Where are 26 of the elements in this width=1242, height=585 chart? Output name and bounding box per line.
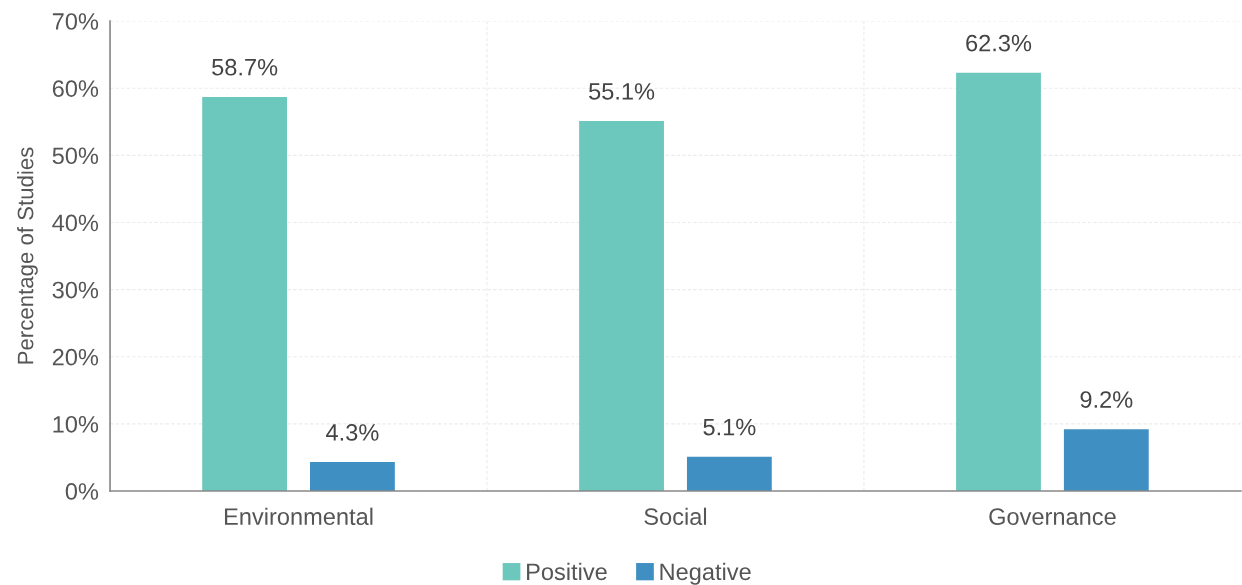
bar: [310, 462, 395, 491]
data-label: 4.3%: [326, 424, 379, 441]
data-label: 55.1%: [589, 83, 655, 100]
y-tick-label: 40%: [52, 214, 99, 232]
legend-label: Negative: [660, 562, 751, 585]
data-label: 9.2%: [1080, 391, 1133, 408]
bar: [579, 121, 664, 491]
y-tick-label: 30%: [52, 281, 99, 299]
data-label: 62.3%: [966, 34, 1032, 52]
bar: [956, 72, 1041, 491]
x-tick-label: Environmental: [224, 507, 373, 525]
y-tick-label: 50%: [52, 147, 99, 165]
legend-label: Positive: [527, 562, 607, 581]
data-label: 5.1%: [703, 418, 756, 436]
bar: [686, 456, 772, 491]
x-tick-label: Social: [644, 507, 707, 525]
bar: [1063, 429, 1149, 491]
bar: [202, 96, 288, 491]
x-tick-label: Governance: [989, 508, 1116, 525]
y-axis-title: Percentage of Studies: [17, 147, 38, 364]
y-tick-label: 20%: [52, 348, 99, 366]
data-label: 58.7%: [212, 58, 278, 76]
y-tick-label: 10%: [53, 415, 99, 433]
y-tick-label: 0%: [65, 483, 99, 500]
y-tick-label: 70%: [52, 13, 99, 30]
y-tick-label: 60%: [52, 80, 99, 97]
